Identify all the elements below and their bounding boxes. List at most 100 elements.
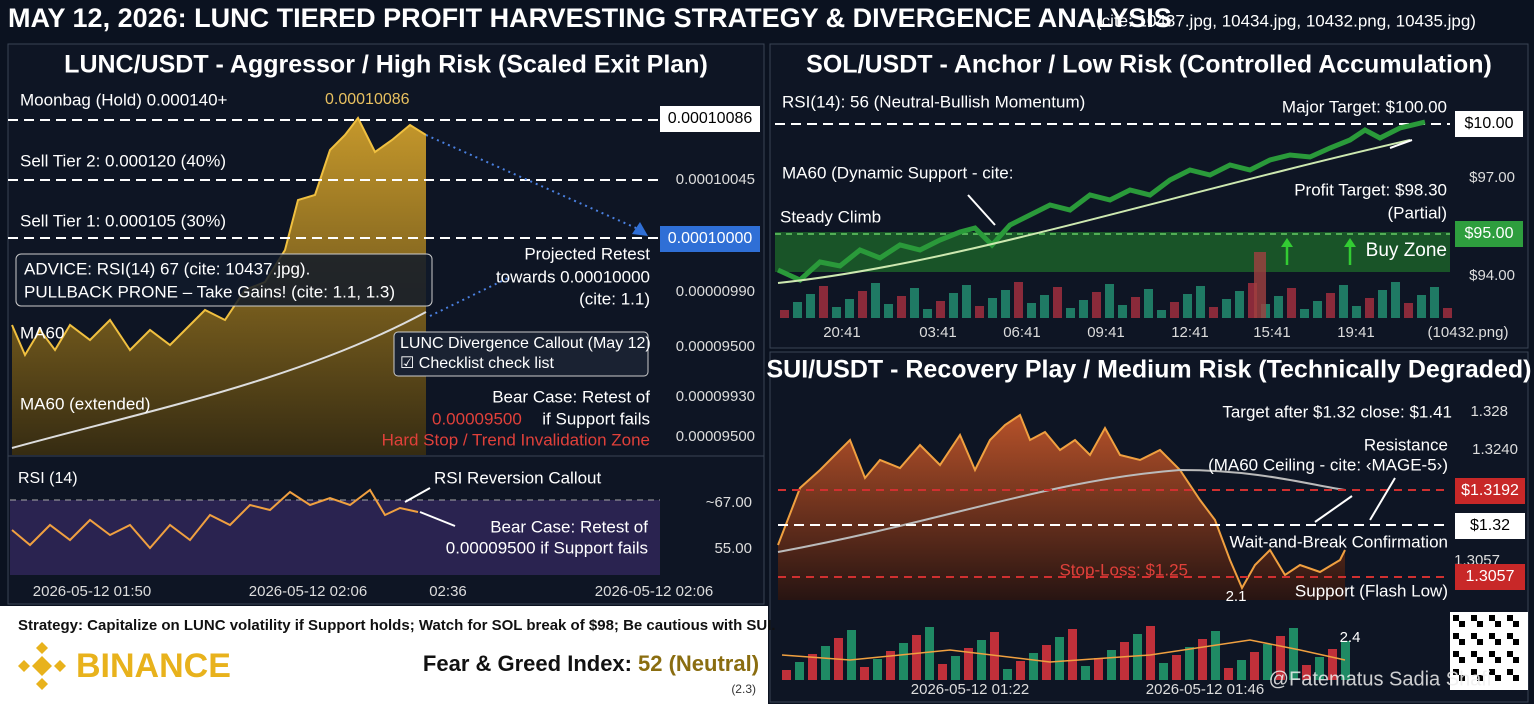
qr-cell: [1495, 639, 1501, 645]
qr-cell: [1459, 657, 1465, 663]
volume-bar: [1001, 290, 1010, 318]
volume-bar: [1157, 310, 1166, 318]
price-area: [12, 118, 426, 455]
qr-cell: [1495, 675, 1501, 681]
x-label: 2026-05-12 01:50: [33, 583, 151, 600]
volume-bar: [1378, 290, 1387, 318]
volume-bar: [782, 670, 791, 680]
volume-bar: [1185, 647, 1194, 680]
qr-cell: [1459, 675, 1465, 681]
volume-bar: [1287, 288, 1296, 318]
price-label: 0.00010000: [668, 230, 753, 247]
volume-bar: [1120, 642, 1129, 680]
logo-mark: [36, 642, 48, 654]
volume-bar: [795, 662, 804, 680]
ma-label: MA60: [20, 323, 64, 342]
volume-bar: [1365, 298, 1374, 318]
price-box: [1455, 564, 1525, 590]
volume-bar: [988, 298, 997, 318]
level-label: Sell Tier 1: 0.000105 (30%): [20, 211, 226, 230]
pointer: [404, 487, 431, 503]
volume-bar: [1248, 283, 1257, 318]
volume-bar: [897, 296, 906, 318]
volume-bar: [1094, 658, 1103, 680]
volume-bar: [1300, 309, 1309, 318]
buy-zone: Buy Zone: [1366, 240, 1447, 261]
volume-bar: [1107, 650, 1116, 680]
volume-bar: [1254, 252, 1266, 318]
callout-text: LUNC Divergence Callout (May 12): [400, 335, 651, 352]
qr-cell: [1507, 633, 1513, 639]
price-box: [1455, 478, 1525, 504]
volume-bar: [1404, 303, 1413, 318]
pointer: [1389, 139, 1413, 149]
rsi-note: RSI(14): 56 (Neutral-Bullish Momentum): [782, 92, 1085, 111]
target-label: Target after $1.32 close: $1.41: [1222, 402, 1452, 421]
volume-bar: [951, 656, 960, 680]
qr-cell: [1471, 669, 1477, 675]
volume-bar: [1237, 660, 1246, 680]
footer-panel: [0, 606, 768, 704]
price-label: 1.3057: [1466, 568, 1515, 585]
panel-title: SUI/USDT - Recovery Play / Medium Risk (…: [766, 356, 1531, 384]
volume-bar: [1183, 294, 1192, 318]
volume-bar: [847, 630, 856, 680]
volume-bar: [1222, 299, 1231, 318]
volume-bar: [1029, 653, 1038, 680]
rsi-callout: RSI Reversion Callout: [434, 468, 602, 487]
volume-bar: [1209, 307, 1218, 318]
volume-bar: [910, 288, 919, 318]
volume-bar: [1235, 291, 1244, 318]
volume-bar: [1224, 668, 1233, 680]
vol-label: 2.4: [1340, 629, 1361, 646]
qr-cell: [1471, 633, 1477, 639]
rsi-line: [11, 488, 419, 550]
price-line: [777, 413, 1346, 591]
price-box: [1455, 111, 1523, 137]
peak-label: 0.00010086: [325, 91, 410, 108]
volume-bar: [1315, 657, 1324, 680]
resistance-label: (MA60 Ceiling - cite: ‹MAGE-5›): [1208, 455, 1448, 474]
rsi-axis: 55.00: [714, 540, 752, 557]
arrow-head: [1344, 238, 1356, 247]
retest-text: towards 0.00010000: [496, 267, 650, 286]
qr-cell: [1459, 621, 1465, 627]
resistance-label: Resistance: [1364, 435, 1448, 454]
volume-bar: [1302, 665, 1311, 680]
support-label: Support (Flash Low): [1295, 581, 1448, 600]
rsi-axis: ~67.00: [706, 494, 752, 511]
price-label: $1.32: [1470, 517, 1510, 534]
volume-bar: [1198, 639, 1207, 680]
qr-cell: [1507, 651, 1513, 657]
volume-bar: [938, 664, 947, 680]
qr-cell: [1477, 639, 1483, 645]
ma-line: [777, 468, 1346, 553]
volume-bar: [1170, 302, 1179, 318]
volume-bar: [886, 651, 895, 680]
volume-bar: [975, 306, 984, 318]
volume-bar: [1289, 628, 1298, 680]
volume-bar: [1066, 308, 1075, 318]
volume-bar: [1274, 296, 1283, 318]
pointer: [419, 511, 456, 527]
x-label: 12:41: [1171, 324, 1209, 341]
watermark: @Fatematus Sadia Shafi: [1269, 668, 1492, 690]
qr-cell: [1477, 657, 1483, 663]
price-box: [660, 226, 760, 252]
qr-cell: [1489, 615, 1495, 621]
qr-cell: [1495, 621, 1501, 627]
x-label: 2026-05-12 01:22: [911, 681, 1029, 698]
qr-cell: [1453, 651, 1459, 657]
price-line: [11, 116, 427, 358]
retest-arrow: [425, 134, 637, 229]
price-label: $95.00: [1465, 225, 1514, 242]
price-label: $94.00: [1469, 267, 1515, 284]
volume-bar: [845, 299, 854, 318]
price-label: 0.00009500: [676, 338, 755, 355]
volume-bar: [1118, 305, 1127, 318]
x-label: 03:41: [919, 324, 957, 341]
price-box: [1455, 513, 1525, 539]
low-label: 2.1: [1226, 588, 1247, 605]
volume-bar: [899, 643, 908, 680]
volume-bar: [1133, 634, 1142, 680]
